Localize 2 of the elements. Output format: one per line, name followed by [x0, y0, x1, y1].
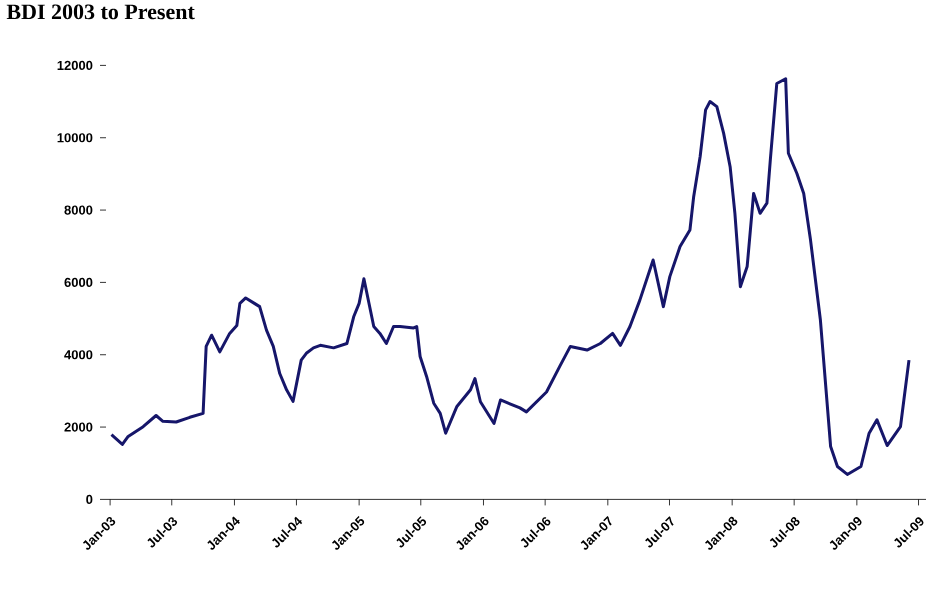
chart-title: BDI 2003 to Present [6, 4, 195, 20]
line-series [109, 77, 911, 476]
